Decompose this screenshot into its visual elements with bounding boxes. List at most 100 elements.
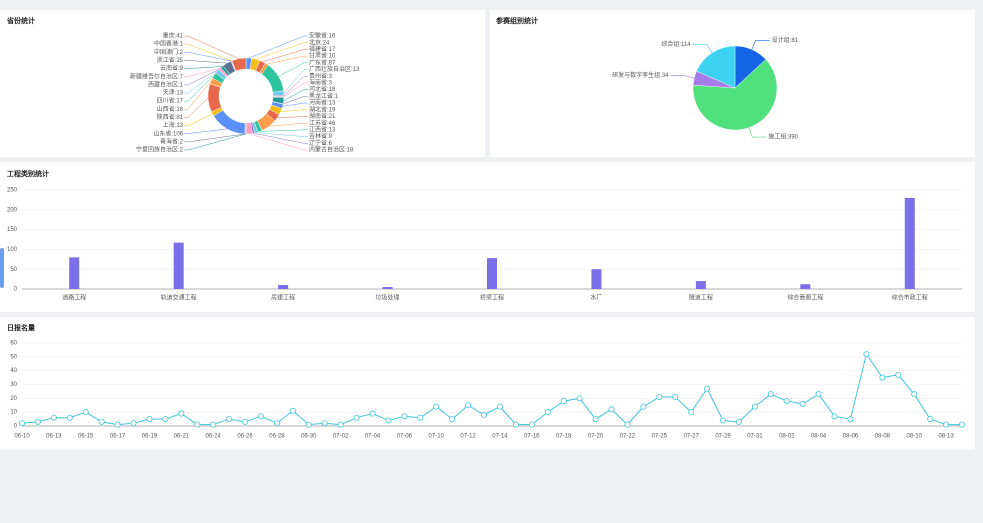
marker — [130, 420, 137, 427]
marker — [560, 398, 567, 405]
marker — [879, 374, 886, 381]
x-tick-label: 07-22 — [620, 434, 636, 440]
x-tick-label: 07-31 — [747, 434, 763, 440]
slice-label: 青海省:2 — [160, 137, 184, 145]
marker — [592, 416, 599, 423]
marker — [640, 403, 647, 410]
x-tick-label: 07-14 — [492, 434, 508, 440]
x-tick-label: 07-29 — [715, 434, 731, 440]
marker — [465, 402, 472, 409]
marker — [305, 421, 312, 428]
bar — [69, 257, 80, 289]
slice-label: 福建省:17 — [309, 45, 336, 53]
slice — [692, 59, 778, 131]
slice-label: 内蒙古自治区:18 — [309, 146, 354, 154]
leader-line — [249, 133, 308, 151]
marker — [544, 409, 551, 416]
slice-label: 研发与数字孪生组:34 — [612, 71, 669, 79]
leader-line — [692, 44, 713, 53]
bar — [278, 285, 289, 289]
marker — [720, 417, 727, 424]
slice — [696, 45, 736, 89]
y-tick-label: 100 — [7, 247, 18, 253]
x-tick-label: 06-17 — [110, 434, 126, 440]
slice-label: 黑龙江省:1 — [309, 92, 339, 100]
marker — [911, 391, 918, 398]
marker — [783, 398, 790, 405]
leader-line — [184, 52, 232, 62]
marker — [863, 351, 870, 358]
bar — [800, 284, 811, 289]
x-tick-label: 水厂 — [590, 294, 602, 302]
marker — [34, 418, 41, 425]
slice-label: 中国香港:1 — [154, 40, 184, 48]
chart-title: 省份统计 — [6, 16, 35, 25]
leader-line — [283, 89, 308, 101]
x-tick-label: 08-02 — [779, 434, 795, 440]
marker — [353, 414, 360, 421]
marker — [226, 416, 233, 423]
slice-label: 西藏自治区:1 — [148, 80, 184, 88]
x-tick-label: 综合市政工程 — [892, 294, 928, 302]
marker — [50, 414, 57, 421]
y-tick-label: 10 — [10, 410, 17, 416]
x-tick-label: 08-13 — [938, 434, 954, 440]
slice-label: 江苏省:46 — [309, 119, 336, 127]
marker — [449, 416, 456, 423]
marker — [943, 421, 950, 428]
leader-line — [283, 75, 308, 97]
x-tick-label: 07-02 — [333, 434, 349, 440]
side-tab[interactable] — [0, 248, 4, 288]
slice-label: 湖北省:19 — [309, 105, 336, 113]
x-tick-label: 07-10 — [429, 434, 445, 440]
leader-line — [280, 109, 308, 112]
slice-label: 广西壮族自治区:13 — [309, 65, 360, 73]
marker — [847, 416, 854, 423]
x-tick-label: 06-13 — [46, 434, 62, 440]
slice-label: 施工组:390 — [768, 133, 798, 141]
x-tick-label: 07-04 — [365, 434, 381, 440]
leader-line — [283, 69, 308, 94]
leader-line — [277, 116, 308, 119]
marker — [289, 407, 296, 414]
chart-title: 工程类别统计 — [7, 169, 49, 178]
slice-label: 安徽省:16 — [309, 32, 336, 40]
marker — [369, 410, 376, 417]
leader-line — [184, 60, 227, 64]
marker — [751, 403, 758, 410]
leader-line — [670, 75, 695, 79]
marker — [18, 420, 25, 427]
chart-title: 参赛组别统计 — [496, 16, 538, 25]
slice-label: 上海:13 — [163, 121, 184, 129]
marker — [98, 418, 105, 425]
slice-label: 辽宁省:6 — [309, 139, 333, 147]
slice-label: 山东省:106 — [153, 129, 183, 137]
marker — [735, 418, 742, 425]
marker — [767, 391, 774, 398]
marker — [528, 421, 535, 428]
y-tick-label: 0 — [14, 287, 18, 293]
marker — [66, 414, 73, 421]
leader-line — [253, 132, 308, 144]
marker — [401, 413, 408, 420]
leader-line — [278, 62, 308, 77]
bar — [173, 242, 184, 289]
slice-label: 四川省:17 — [157, 97, 184, 105]
bar — [382, 287, 393, 289]
y-tick-label: 50 — [10, 354, 17, 360]
marker — [210, 421, 217, 428]
slice-label: 山西省:18 — [157, 105, 184, 113]
x-tick-label: 桥梁工程 — [480, 294, 504, 302]
marker — [273, 420, 280, 427]
bar — [487, 258, 497, 289]
leader-line — [184, 66, 222, 69]
leader-line — [262, 49, 308, 63]
x-tick-label: 06-15 — [78, 434, 94, 440]
leader-line — [184, 133, 246, 151]
x-tick-label: 06-30 — [301, 434, 317, 440]
y-tick-label: 150 — [7, 227, 18, 233]
slice-label: 浙江省:25 — [157, 56, 184, 64]
y-tick-label: 200 — [7, 207, 18, 213]
